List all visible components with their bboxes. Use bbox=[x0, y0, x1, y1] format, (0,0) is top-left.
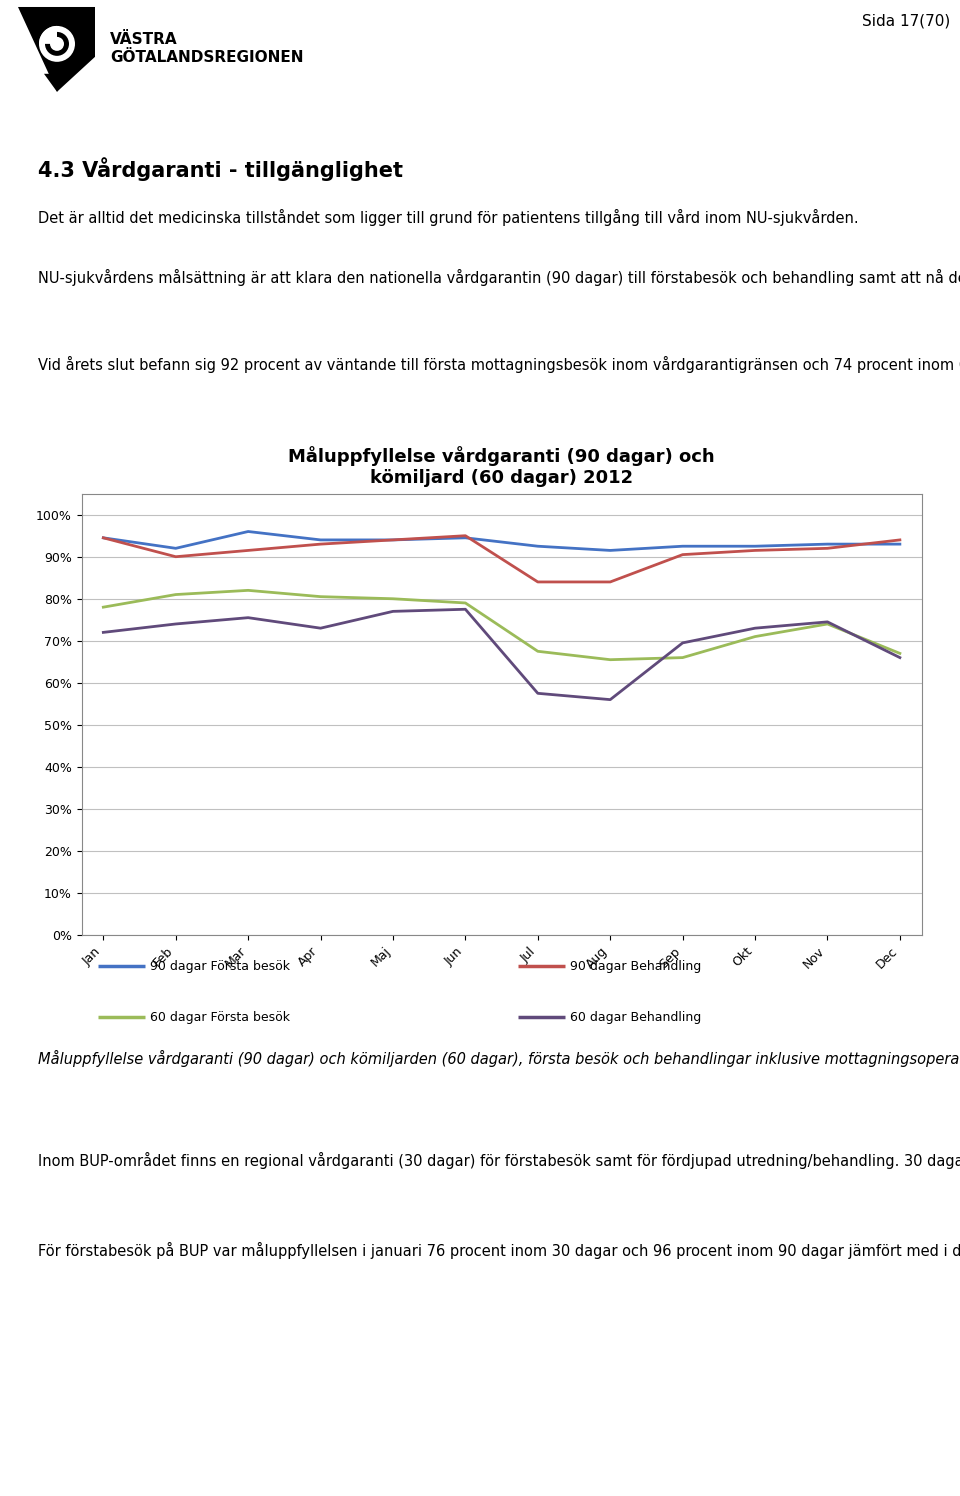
Circle shape bbox=[39, 25, 75, 61]
Circle shape bbox=[50, 37, 64, 51]
Polygon shape bbox=[18, 7, 95, 91]
Text: För förstabesök på BUP var måluppfyllelsen i januari 76 procent inom 30 dagar oc: För förstabesök på BUP var måluppfyllels… bbox=[38, 1242, 960, 1258]
Text: 90 dagar Behandling: 90 dagar Behandling bbox=[570, 960, 702, 972]
Text: Vid årets slut befann sig 92 procent av väntande till första mottagningsbesök in: Vid årets slut befann sig 92 procent av … bbox=[38, 356, 960, 373]
Text: 90 dagar Första besök: 90 dagar Första besök bbox=[151, 960, 291, 972]
Text: VÄSTRA: VÄSTRA bbox=[110, 31, 178, 46]
Polygon shape bbox=[44, 73, 70, 91]
Wedge shape bbox=[39, 25, 57, 43]
Text: 60 dagar Första besök: 60 dagar Första besök bbox=[151, 1011, 291, 1023]
Text: 60 dagar Behandling: 60 dagar Behandling bbox=[570, 1011, 702, 1023]
Text: Måluppfyllelse vårdgaranti (90 dagar) och kömiljarden (60 dagar), första besök o: Måluppfyllelse vårdgaranti (90 dagar) oc… bbox=[38, 1050, 960, 1067]
Title: Måluppfyllelse vårdgaranti (90 dagar) och
kömiljard (60 dagar) 2012: Måluppfyllelse vårdgaranti (90 dagar) oc… bbox=[288, 446, 715, 486]
Text: 4.3 Vårdgaranti - tillgänglighet: 4.3 Vårdgaranti - tillgänglighet bbox=[38, 157, 403, 181]
Text: GÖTALANDSREGIONEN: GÖTALANDSREGIONEN bbox=[110, 49, 303, 64]
Text: Det är alltid det medicinska tillståndet som ligger till grund för patientens ti: Det är alltid det medicinska tillståndet… bbox=[38, 209, 859, 226]
Text: Sida 17(70): Sida 17(70) bbox=[862, 13, 950, 28]
Text: Inom BUP-området finns en regional vårdgaranti (30 dagar) för förstabesök samt f: Inom BUP-området finns en regional vårdg… bbox=[38, 1152, 960, 1168]
Circle shape bbox=[45, 31, 69, 55]
Text: NU-sjukvårdens målsättning är att klara den nationella vårdgarantin (90 dagar) t: NU-sjukvårdens målsättning är att klara … bbox=[38, 269, 960, 286]
